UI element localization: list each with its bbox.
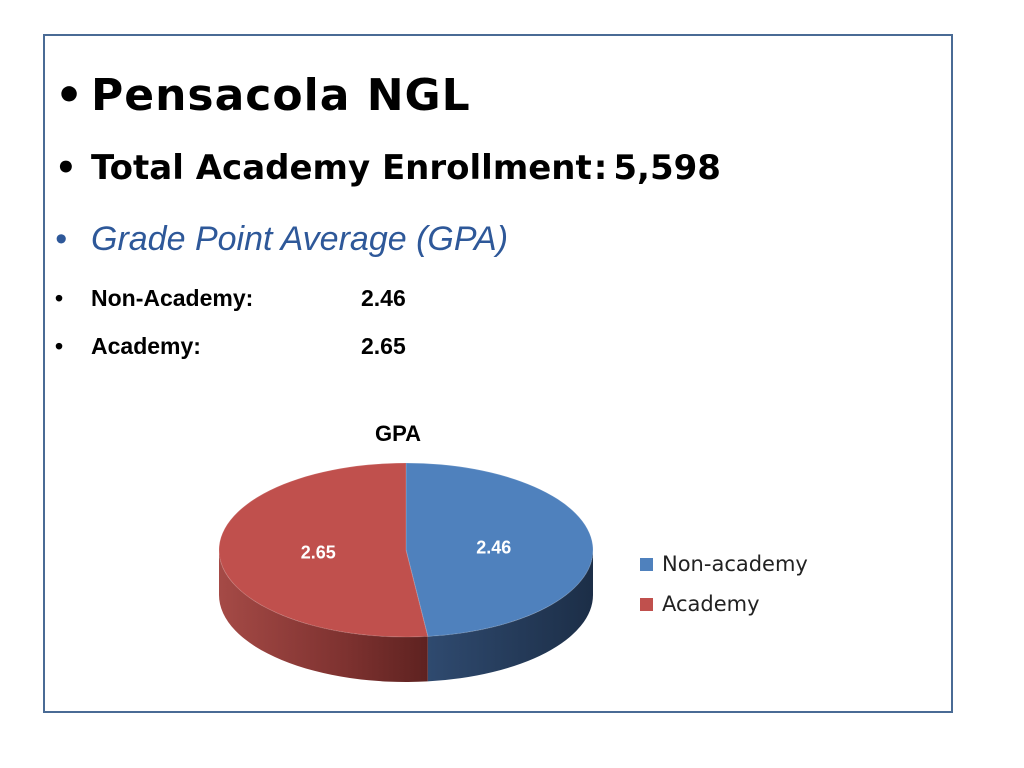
stat-label: Non-Academy:: [91, 285, 254, 311]
stat-academy: • Academy: 2.65: [55, 333, 406, 360]
bullet-icon: •: [55, 333, 64, 359]
legend-item-non-academy: Non-academy: [640, 544, 808, 584]
legend-label: Non-academy: [662, 552, 808, 576]
gpa-heading-text: Grade Point Average (GPA): [91, 220, 509, 258]
pie-slice-academy: [218, 462, 429, 638]
enrollment-value: 5,598: [613, 148, 721, 188]
pie-side-non-academy: [427, 550, 593, 682]
chart-legend: Non-academy Academy: [640, 544, 808, 624]
slide-title: • Pensacola NGL: [55, 70, 471, 121]
slide-frame: [43, 34, 953, 713]
data-label-non-academy: 2.46: [476, 538, 511, 558]
legend-label: Academy: [662, 592, 760, 616]
chart-title: GPA: [375, 421, 421, 446]
data-label-academy: 2.65: [301, 542, 336, 562]
enrollment-separator: :: [593, 148, 608, 188]
stat-non-academy: • Non-Academy: 2.46: [55, 285, 406, 312]
bullet-icon: •: [55, 220, 67, 258]
bullet-icon: •: [55, 148, 77, 188]
slide-title-text: Pensacola NGL: [91, 70, 471, 121]
gpa-heading: • Grade Point Average (GPA): [55, 220, 508, 259]
stat-value: 2.65: [361, 333, 406, 359]
legend-swatch: [640, 597, 653, 611]
stat-value: 2.46: [361, 285, 406, 311]
pie-side-academy: [219, 550, 428, 682]
legend-swatch: [640, 557, 653, 571]
enrollment-line: • Total Academy Enrollment : 5,598: [55, 148, 721, 188]
bullet-icon: •: [55, 70, 85, 121]
stat-label: Academy:: [91, 333, 201, 359]
pie-slice-non-academy: [405, 462, 594, 637]
bullet-icon: •: [55, 285, 64, 311]
enrollment-label: Total Academy Enrollment: [91, 148, 592, 188]
legend-item-academy: Academy: [640, 584, 808, 624]
